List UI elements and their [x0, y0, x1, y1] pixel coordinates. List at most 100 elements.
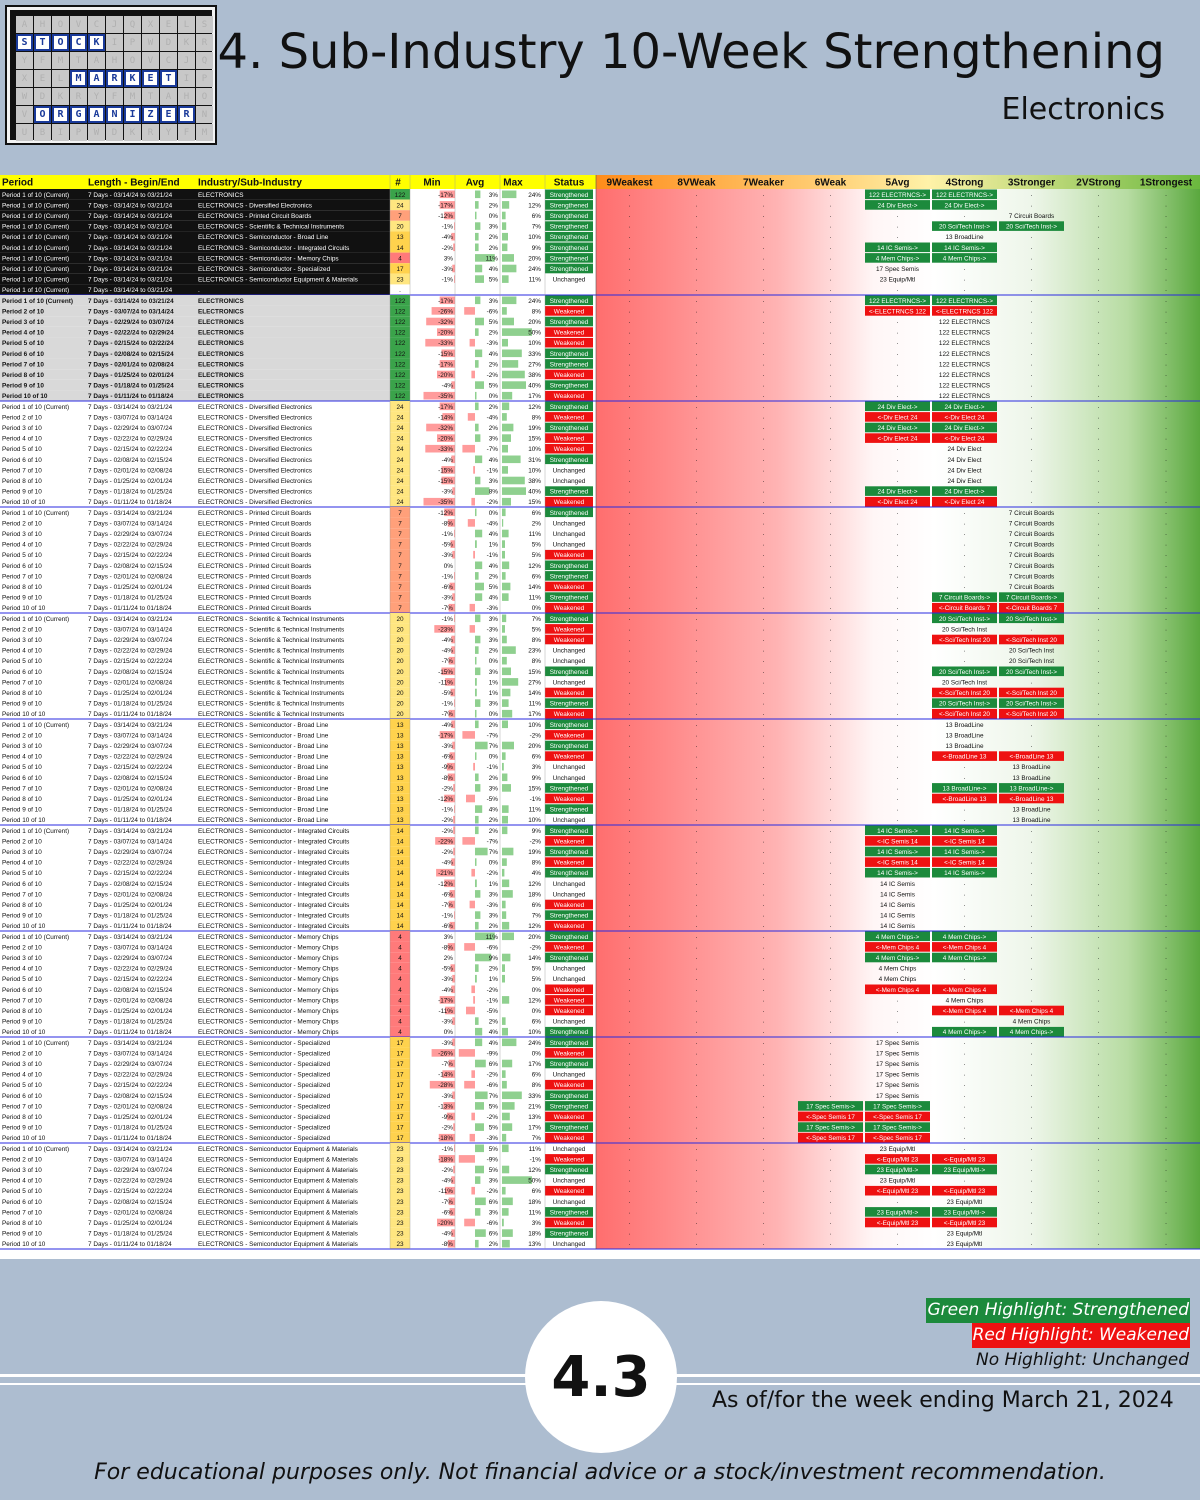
min-value: -4%	[442, 987, 454, 994]
count-value: 14	[396, 923, 404, 930]
industry-label: ELECTRONICS - Semiconductor Equipment & …	[198, 1231, 358, 1238]
rank-label: <-Sci/Tech Inst 20	[939, 711, 990, 718]
period-label: Period 2 of 10	[2, 944, 42, 951]
avg-bar	[475, 349, 483, 358]
rank-dot: .	[964, 647, 966, 654]
range-label: 7 Days - 02/29/24 to 03/07/24	[88, 849, 173, 856]
count-cell	[390, 570, 410, 582]
range-label: 7 Days - 01/11/24 to 01/18/24	[88, 605, 172, 612]
rank-dot: .	[696, 763, 698, 770]
count-value: 24	[396, 414, 404, 421]
avg-value: 6%	[489, 1061, 499, 1068]
rank-dot: .	[1098, 265, 1100, 272]
rank-label: 23 Equip/Mtl	[947, 1241, 983, 1248]
rank-dot: .	[830, 466, 832, 473]
rank-dot: .	[763, 541, 765, 548]
rank-label: 17 Spec Semis->	[806, 1103, 855, 1110]
rank-dot: .	[696, 329, 698, 336]
rank-dot: .	[1098, 1219, 1100, 1226]
avg-bar	[475, 508, 477, 517]
min-bar	[439, 731, 455, 739]
max-bar	[502, 625, 505, 633]
avg-bar	[475, 487, 490, 495]
rank-dot: .	[763, 837, 765, 844]
min-value: -14%	[438, 414, 453, 421]
rank-dot: .	[629, 954, 631, 961]
rank-dot: .	[897, 816, 899, 823]
rank-dot: .	[629, 710, 631, 717]
rank-dot: .	[964, 392, 966, 399]
rank-column-header: 7Weaker	[743, 178, 784, 189]
rank-dot: .	[696, 201, 698, 208]
min-bar	[439, 201, 455, 209]
min-value: -5%	[442, 542, 454, 549]
rank-dot: .	[830, 880, 832, 887]
rank-label: 23 Equip/Mtl	[947, 1231, 983, 1238]
rank-dot: .	[1165, 636, 1167, 643]
rank-dot: .	[1165, 975, 1167, 982]
rank-dot: .	[1165, 1145, 1167, 1152]
status-value: Strengthened	[550, 1209, 589, 1216]
rank-dot: .	[763, 710, 765, 717]
avg-value: 2%	[489, 923, 499, 930]
rank-dot: .	[1165, 191, 1167, 198]
avg-bar	[475, 1176, 481, 1184]
rank-dot: .	[1098, 1124, 1100, 1131]
rank-dot: .	[763, 551, 765, 558]
rank-dot: .	[1165, 731, 1167, 738]
rank-dot: .	[1165, 784, 1167, 791]
period-label: Period 6 of 10	[2, 775, 42, 782]
max-value: 33%	[528, 351, 541, 358]
rank-label: <-Circuit Boards 7	[939, 605, 991, 612]
rank-dot: .	[629, 975, 631, 982]
count-value: 122	[395, 319, 406, 326]
industry-label: ELECTRONICS - Diversified Electronics	[198, 446, 312, 453]
min-value: -12%	[438, 881, 453, 888]
min-value: -18%	[438, 1135, 453, 1142]
rank-dot: .	[1165, 986, 1167, 993]
max-value: 0%	[532, 987, 542, 994]
rank-label: <-Mem Chips 4	[876, 944, 920, 951]
status-value: Unchanged	[553, 966, 586, 973]
rank-dot: .	[696, 657, 698, 664]
group-row-fill	[0, 295, 390, 306]
count-value: 7	[398, 563, 402, 570]
rank-label: 14 IC Semis->	[944, 828, 985, 835]
min-bar	[439, 190, 455, 199]
range-label: 7 Days - 01/18/24 to 01/25/24	[88, 913, 173, 920]
min-bar	[439, 296, 455, 305]
logo-filler-letter: L	[52, 70, 69, 87]
range-label: 7 Days - 03/14/24 to 03/21/24	[88, 213, 173, 220]
avg-value: 8%	[489, 489, 499, 496]
rank-dot: .	[964, 880, 966, 887]
rank-label: 7 Circuit Boards	[1009, 531, 1054, 538]
min-bar	[441, 349, 455, 358]
rank-dot: .	[696, 668, 698, 675]
rank-highlight	[999, 1026, 1064, 1037]
min-value: -1%	[442, 1146, 454, 1153]
max-value: 20%	[528, 319, 541, 326]
range-label: 7 Days - 01/18/24 to 01/25/24	[88, 489, 173, 496]
min-value: -7%	[442, 1199, 454, 1206]
max-bar	[502, 635, 507, 644]
max-bar	[502, 847, 514, 856]
rank-dot: .	[763, 922, 765, 929]
avg-value: 9%	[489, 955, 499, 962]
status-cell	[545, 1164, 593, 1175]
rank-dot: .	[897, 604, 899, 611]
status-value: Strengthened	[550, 807, 589, 814]
rank-label: 122 ELECTRNCS->	[936, 192, 993, 199]
rank-dot: .	[897, 572, 899, 579]
count-cell	[390, 814, 410, 825]
min-bar	[423, 391, 455, 400]
min-value: -4%	[442, 383, 454, 390]
max-bar	[502, 1027, 508, 1036]
logo-letter: A	[88, 70, 105, 87]
max-bar	[502, 614, 507, 623]
status-cell	[545, 337, 593, 348]
rank-dot: .	[696, 276, 698, 283]
rank-dot: .	[1031, 1124, 1033, 1131]
rank-dot: .	[696, 901, 698, 908]
rank-dot: .	[1165, 307, 1167, 314]
min-value: -17%	[438, 298, 453, 305]
